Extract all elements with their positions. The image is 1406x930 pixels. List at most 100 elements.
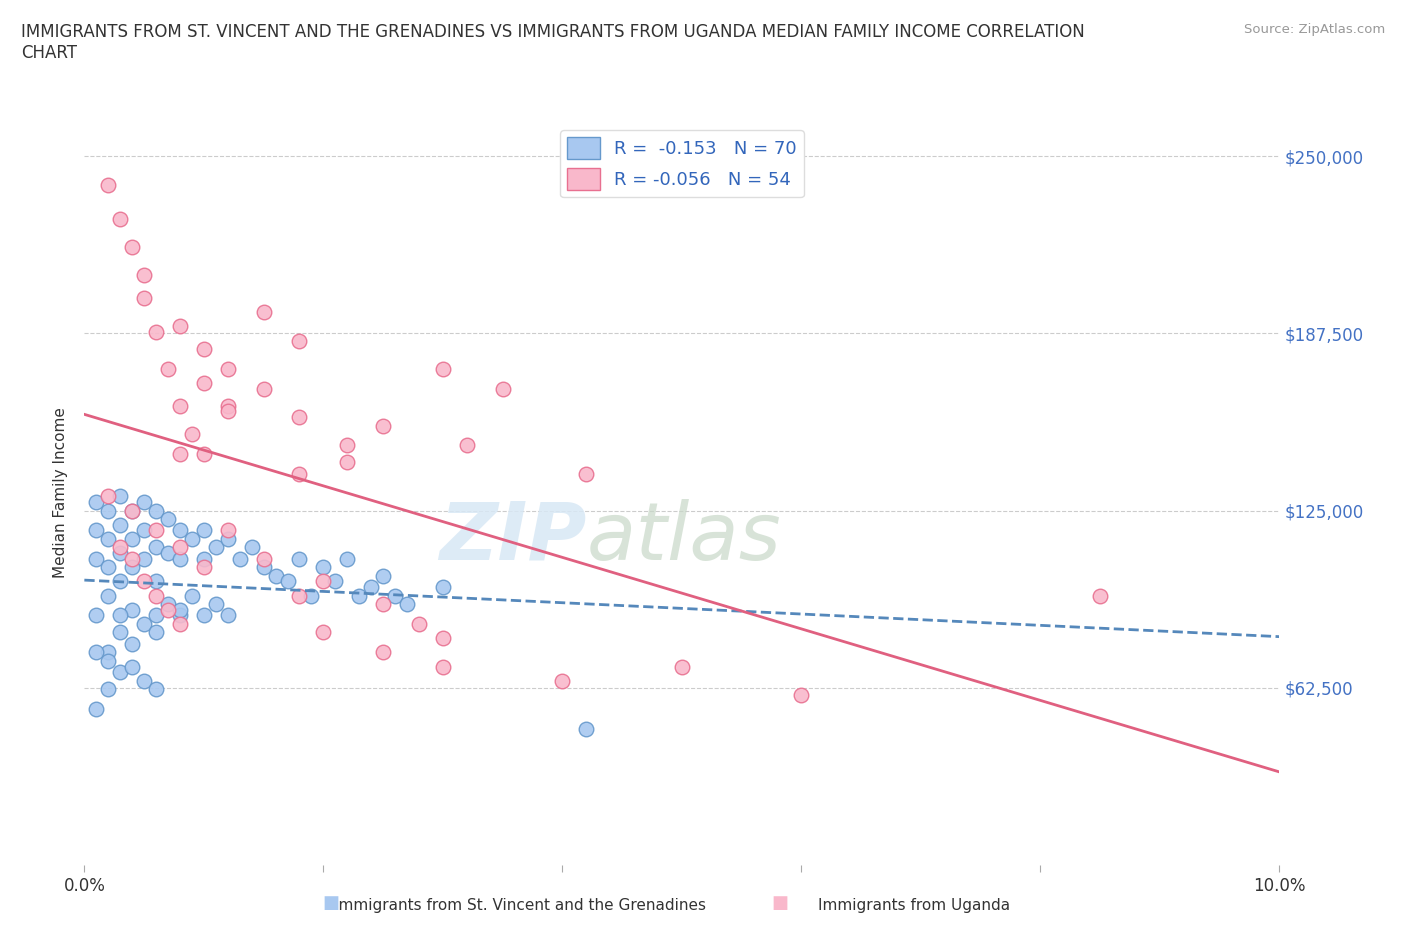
Point — [121, 659, 143, 674]
Point — [240, 540, 263, 555]
Point — [110, 625, 132, 640]
Text: ■: ■ — [772, 894, 789, 911]
Point — [217, 523, 239, 538]
Point — [97, 588, 120, 603]
Point — [288, 409, 311, 424]
Point — [145, 682, 167, 697]
Point — [408, 617, 430, 631]
Legend: R =  -0.153   N = 70, R = -0.056   N = 54: R = -0.153 N = 70, R = -0.056 N = 54 — [560, 130, 804, 197]
Point — [1090, 588, 1112, 603]
Point — [132, 574, 156, 589]
Point — [132, 673, 156, 688]
Point — [336, 551, 359, 566]
Point — [86, 523, 108, 538]
Point — [110, 489, 132, 504]
Point — [157, 597, 180, 612]
Point — [97, 654, 120, 669]
Point — [121, 551, 143, 566]
Point — [205, 540, 228, 555]
Point — [169, 319, 191, 334]
Point — [193, 523, 215, 538]
Point — [312, 560, 335, 575]
Point — [132, 290, 156, 305]
Point — [492, 381, 515, 396]
Point — [193, 551, 215, 566]
Text: ZIP: ZIP — [439, 498, 586, 577]
Point — [110, 665, 132, 680]
Point — [253, 381, 276, 396]
Point — [121, 532, 143, 547]
Text: Immigrants from Uganda: Immigrants from Uganda — [818, 897, 1010, 912]
Point — [360, 579, 382, 594]
Point — [193, 341, 215, 356]
Point — [288, 551, 311, 566]
Point — [157, 603, 180, 618]
Point — [145, 325, 167, 339]
Point — [790, 687, 813, 702]
Text: atlas: atlas — [586, 498, 782, 577]
Y-axis label: Median Family Income: Median Family Income — [53, 407, 69, 578]
Point — [193, 376, 215, 391]
Point — [145, 574, 167, 589]
Point — [157, 362, 180, 377]
Point — [86, 551, 108, 566]
Point — [217, 404, 239, 418]
Point — [253, 551, 276, 566]
Point — [86, 495, 108, 510]
Point — [181, 588, 204, 603]
Point — [217, 362, 239, 377]
Point — [301, 588, 323, 603]
Point — [97, 503, 120, 518]
Point — [193, 560, 215, 575]
Point — [145, 503, 167, 518]
Point — [169, 617, 191, 631]
Point — [97, 532, 120, 547]
Point — [193, 608, 215, 623]
Point — [121, 560, 143, 575]
Point — [169, 540, 191, 555]
Point — [169, 398, 191, 413]
Point — [193, 446, 215, 461]
Point — [288, 333, 311, 348]
Point — [110, 211, 132, 226]
Point — [277, 574, 299, 589]
Point — [551, 673, 574, 688]
Point — [110, 608, 132, 623]
Point — [169, 608, 191, 623]
Point — [132, 523, 156, 538]
Point — [145, 540, 167, 555]
Point — [169, 603, 191, 618]
Point — [264, 568, 287, 583]
Point — [373, 597, 395, 612]
Point — [121, 636, 143, 651]
Point — [121, 503, 143, 518]
Point — [336, 455, 359, 470]
Point — [145, 625, 167, 640]
Point — [373, 568, 395, 583]
Point — [253, 305, 276, 320]
Point — [110, 546, 132, 561]
Point — [432, 362, 454, 377]
Point — [169, 551, 191, 566]
Point — [228, 551, 252, 566]
Point — [145, 588, 167, 603]
Point — [145, 523, 167, 538]
Point — [121, 503, 143, 518]
Point — [349, 588, 371, 603]
Point — [312, 574, 335, 589]
Point — [121, 240, 143, 255]
Point — [86, 608, 108, 623]
Point — [97, 178, 120, 193]
Point — [217, 398, 239, 413]
Point — [432, 579, 454, 594]
Text: IMMIGRANTS FROM ST. VINCENT AND THE GRENADINES VS IMMIGRANTS FROM UGANDA MEDIAN : IMMIGRANTS FROM ST. VINCENT AND THE GREN… — [21, 23, 1085, 62]
Point — [169, 523, 191, 538]
Point — [86, 644, 108, 659]
Point — [97, 489, 120, 504]
Point — [145, 608, 167, 623]
Point — [86, 701, 108, 716]
Point — [373, 418, 395, 433]
Point — [121, 603, 143, 618]
Point — [575, 722, 598, 737]
Text: Immigrants from St. Vincent and the Grenadines: Immigrants from St. Vincent and the Gren… — [335, 897, 706, 912]
